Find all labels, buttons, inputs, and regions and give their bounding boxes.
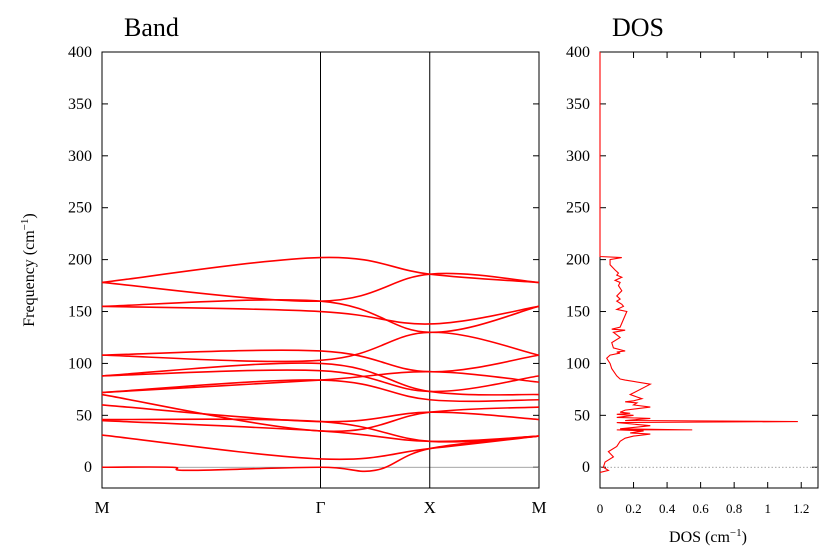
dos-y-tick-label: 0 [582,459,590,476]
band-y-tick-label: 150 [68,304,92,321]
dos-title: DOS [612,13,664,42]
dos-plot-frame [599,51,819,489]
band-high-symmetry-lines [320,52,431,488]
dos-x-tick-label: 0.2 [625,501,641,516]
band-x-tick-label: M [531,498,546,517]
dos-y-tick-label: 50 [574,407,590,424]
dos-x-axis-label-exponent: −1 [730,527,742,539]
band-y-tick-label: 400 [68,44,92,61]
band-y-tick-label: 200 [68,252,92,269]
band-branch-line [101,272,540,303]
dos-y-tick-label: 300 [566,148,590,165]
dos-x-axis-label-main: DOS (cm [669,529,730,546]
band-branch-line [101,256,540,284]
dos-y-tick-label: 100 [566,355,590,372]
band-branch-line [101,331,540,363]
dos-y-tick-label: 350 [566,96,590,113]
band-branch-line [101,379,540,403]
band-y-axis-label-exponent: −1 [19,219,31,231]
band-branch-line [101,305,540,325]
band-branch-line [101,362,540,396]
dos-x-tick-label: 0 [597,501,604,516]
band-branch-line [101,434,540,461]
band-panel: Band 0 50 100 150 200 250 300 350 400 M Γ X M Frequ… [19,13,547,517]
band-y-tick-label: 250 [68,200,92,217]
dos-curve [599,52,798,473]
band-y-tick-label: 100 [68,355,92,372]
band-series-group [101,256,540,473]
dos-x-axis-label: DOS (cm−1) [669,527,747,546]
dos-x-tick-label: 0.4 [659,501,676,516]
band-branch-line [101,349,540,373]
band-y-tick-label: 0 [84,459,92,476]
band-y-tick-label: 50 [76,407,92,424]
band-y-axis-label-main: Frequency (cm [21,230,38,327]
dos-x-tick-label: 1.2 [793,501,809,516]
dos-x-tick-label: 0.6 [692,501,709,516]
band-branch-line [101,298,540,334]
band-y-axis-label-close: ) [21,213,38,218]
band-y-tick-label: 350 [68,96,92,113]
dos-y-tick-label: 150 [566,304,590,321]
band-x-tick-label: Γ [316,498,326,517]
band-branch-line [101,404,540,423]
band-branch-line [101,435,540,473]
dos-x-tick-label: 0.8 [726,501,742,516]
band-title: Band [124,13,179,42]
dos-x-axis: 0 0.2 0.4 0.6 0.8 1 1.2 [597,52,809,516]
band-branch-line [101,393,540,433]
dos-y-tick-label: 200 [566,252,590,269]
dos-x-axis-label-close: ) [742,529,747,546]
band-x-tick-label: X [424,498,436,517]
dos-y-axis: 0 50 100 150 200 250 300 350 400 [566,44,818,476]
dos-series-group [599,52,798,473]
band-x-tick-label: M [94,498,109,517]
dos-y-tick-label: 400 [566,44,590,61]
band-y-tick-label: 300 [68,148,92,165]
dos-x-tick-label: 1 [764,501,771,516]
dos-y-tick-label: 250 [566,200,590,217]
band-branch-line [101,419,540,443]
band-y-axis: 0 50 100 150 200 250 300 350 400 [68,44,539,476]
band-y-axis-label: Frequency (cm−1) [19,213,38,326]
band-branch-line [101,370,540,394]
